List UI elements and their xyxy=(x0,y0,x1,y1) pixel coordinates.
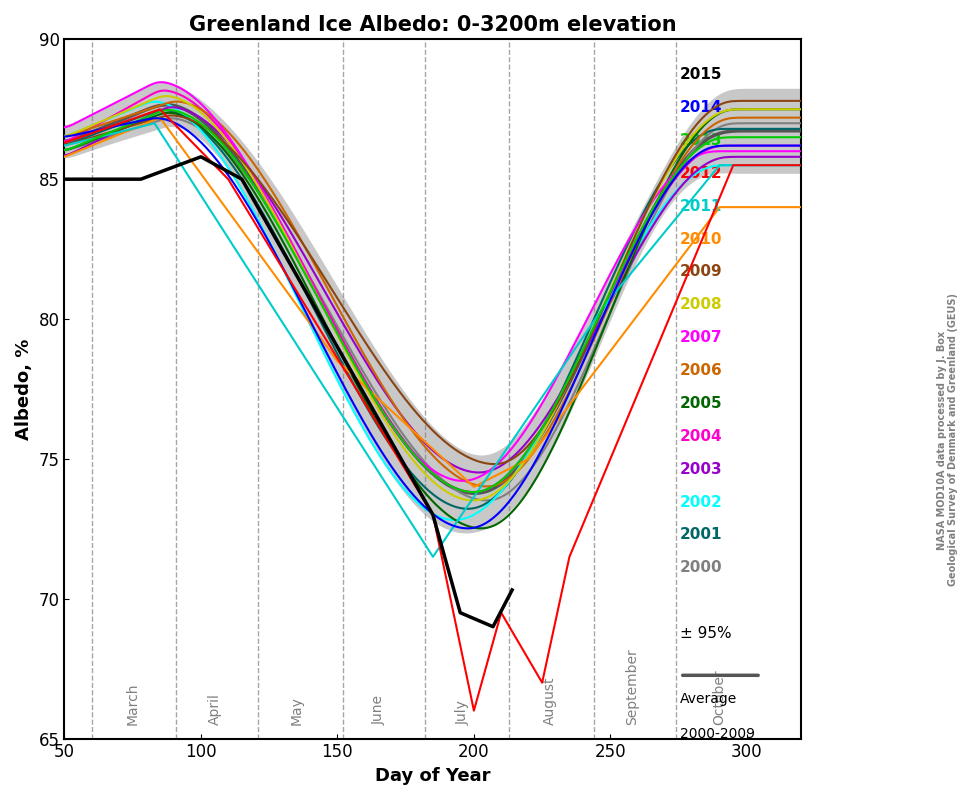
Text: 2005: 2005 xyxy=(679,396,722,411)
Text: August: August xyxy=(543,676,557,725)
Text: 2011: 2011 xyxy=(679,198,722,214)
Text: October: October xyxy=(712,669,727,725)
Text: 2003: 2003 xyxy=(679,462,722,477)
Text: 2000-2009: 2000-2009 xyxy=(679,727,755,741)
Text: 2002: 2002 xyxy=(679,494,722,510)
Text: September: September xyxy=(625,648,640,725)
Title: Greenland Ice Albedo: 0-3200m elevation: Greenland Ice Albedo: 0-3200m elevation xyxy=(190,15,677,35)
Text: 2009: 2009 xyxy=(679,265,722,279)
Text: July: July xyxy=(456,700,470,725)
Text: ± 95%: ± 95% xyxy=(679,626,732,641)
Text: April: April xyxy=(208,693,222,725)
Text: 2004: 2004 xyxy=(679,429,722,444)
Text: March: March xyxy=(125,682,140,725)
Text: June: June xyxy=(371,694,385,725)
Text: NASA MOD10A data processed by J. Box
Geological Survey of Denmark and Greenland : NASA MOD10A data processed by J. Box Geo… xyxy=(937,294,958,586)
Text: May: May xyxy=(290,696,303,725)
Text: 2001: 2001 xyxy=(679,527,722,542)
Text: 2006: 2006 xyxy=(679,363,722,378)
Text: Average: Average xyxy=(679,692,737,706)
X-axis label: Day of Year: Day of Year xyxy=(375,767,491,785)
Text: 2012: 2012 xyxy=(679,166,722,181)
Text: 2008: 2008 xyxy=(679,298,722,312)
Text: 2014: 2014 xyxy=(679,100,722,115)
Text: 2013: 2013 xyxy=(679,133,722,148)
Text: 2000: 2000 xyxy=(679,560,722,575)
Text: 2010: 2010 xyxy=(679,232,722,246)
Y-axis label: Albedo, %: Albedo, % xyxy=(15,338,33,440)
Text: 2015: 2015 xyxy=(679,67,722,82)
Text: 2007: 2007 xyxy=(679,330,722,346)
